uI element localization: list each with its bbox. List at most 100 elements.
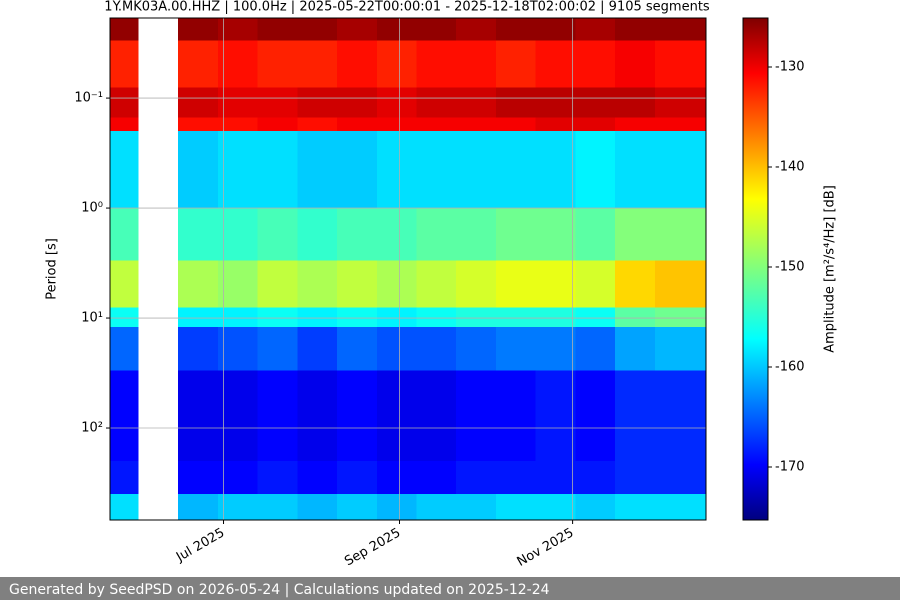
heat-cell <box>337 260 377 308</box>
y-axis-label: Period [s] <box>45 238 60 300</box>
heat-cell <box>495 370 536 462</box>
heat-cell <box>495 40 536 88</box>
heat-cell <box>654 307 706 327</box>
heat-cell <box>217 131 258 209</box>
y-tick-label: 10⁻¹ <box>74 91 103 106</box>
heat-cell <box>456 131 496 209</box>
heat-cell <box>575 131 616 209</box>
heat-cell <box>337 18 377 41</box>
heat-cell <box>495 326 536 371</box>
heat-cell <box>416 131 457 209</box>
heat-cell <box>110 461 139 495</box>
heat-cell <box>257 461 298 495</box>
heat-cell <box>575 40 616 88</box>
heat-cell <box>456 370 496 462</box>
heat-cell <box>297 117 338 132</box>
heat-cell <box>654 370 706 462</box>
heat-cell <box>337 117 377 132</box>
heat-cell <box>178 326 218 371</box>
heat-cell <box>297 40 338 88</box>
heat-cell <box>337 131 377 209</box>
heat-cell <box>535 494 576 520</box>
heat-cell <box>297 208 338 261</box>
heat-cell <box>615 260 655 308</box>
heat-cell <box>495 117 536 132</box>
colorbar-label: Amplitude [m²/s⁴/Hz] [dB] <box>823 185 838 353</box>
heat-cell <box>257 307 298 327</box>
heat-cell <box>654 40 706 88</box>
heat-cell <box>495 260 536 308</box>
heat-cell <box>456 117 496 132</box>
heat-cell <box>654 87 706 118</box>
heat-cell <box>110 87 139 118</box>
heat-cell <box>535 307 576 327</box>
heat-cell <box>416 40 457 88</box>
heat-cell <box>178 461 218 495</box>
heat-cell <box>376 326 417 371</box>
heat-cell <box>654 18 706 41</box>
heat-cell <box>110 260 139 308</box>
y-tick-label: 10¹ <box>81 311 103 326</box>
colorbar-tick-label: -170 <box>775 460 805 475</box>
heat-cell <box>297 370 338 462</box>
heat-cell <box>110 307 139 327</box>
colorbar <box>742 17 769 521</box>
heat-cell <box>257 494 298 520</box>
heat-cell <box>257 326 298 371</box>
heat-cell <box>217 117 258 132</box>
heat-cell <box>456 18 496 41</box>
heat-cell <box>535 131 576 209</box>
heat-cell <box>615 117 655 132</box>
heat-cell <box>495 307 536 327</box>
heat-cell <box>110 40 139 88</box>
heat-cell <box>178 370 218 462</box>
heat-cell <box>416 370 457 462</box>
heat-cell <box>376 87 417 118</box>
heat-cell <box>178 131 218 209</box>
heat-cell <box>456 326 496 371</box>
heat-cell <box>575 87 616 118</box>
heat-cell <box>495 87 536 118</box>
heat-cell <box>297 307 338 327</box>
heat-cell <box>178 307 218 327</box>
footer-bar <box>0 577 900 600</box>
heat-cell <box>535 260 576 308</box>
heat-cell <box>110 208 139 261</box>
heat-cell <box>257 40 298 88</box>
heat-cell <box>337 208 377 261</box>
heat-cell <box>416 260 457 308</box>
heat-cell <box>615 461 655 495</box>
heat-cell <box>456 494 496 520</box>
footer-text: Generated by SeedPSD on 2026-05-24 | Cal… <box>9 582 550 598</box>
x-tick-label: Nov 2025 <box>515 526 577 570</box>
heat-cell <box>615 370 655 462</box>
heat-cell <box>376 18 417 41</box>
heat-cell <box>654 326 706 371</box>
heat-cell <box>110 326 139 371</box>
heat-cell <box>575 260 616 308</box>
heat-cell <box>456 87 496 118</box>
heat-cell <box>615 18 655 41</box>
heat-cell <box>297 18 338 41</box>
heat-cell <box>337 461 377 495</box>
y-tick-label: 10⁰ <box>81 201 103 216</box>
heat-cell <box>456 208 496 261</box>
heat-cell <box>416 117 457 132</box>
heat-cell <box>110 370 139 462</box>
heat-cell <box>575 18 616 41</box>
heat-cell <box>217 87 258 118</box>
heat-cell <box>416 307 457 327</box>
heat-cell <box>376 40 417 88</box>
heat-cell <box>654 131 706 209</box>
heat-cell <box>376 260 417 308</box>
heat-cell <box>495 461 536 495</box>
heat-cell <box>178 18 218 41</box>
heat-cell <box>535 117 576 132</box>
heat-cell <box>575 370 616 462</box>
heat-cell <box>376 494 417 520</box>
heat-cell <box>575 461 616 495</box>
x-tick-label: Sep 2025 <box>342 526 403 570</box>
heat-cell <box>178 40 218 88</box>
heat-cell <box>376 461 417 495</box>
heat-cell <box>178 87 218 118</box>
